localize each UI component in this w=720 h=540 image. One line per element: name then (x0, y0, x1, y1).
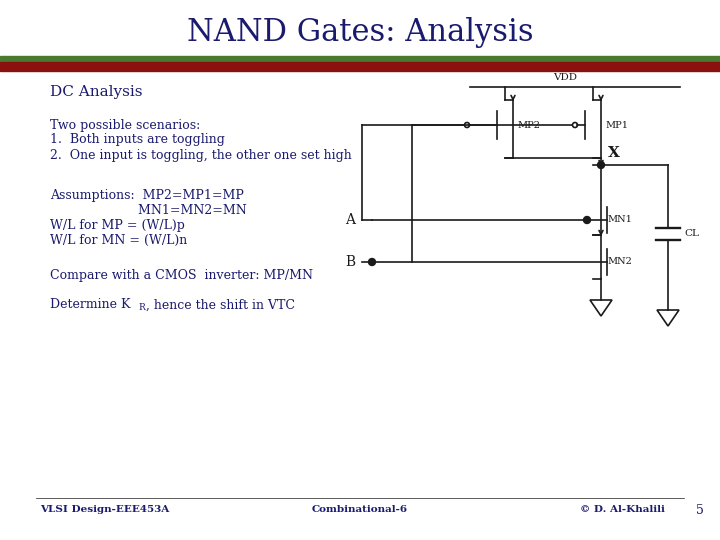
Text: R: R (138, 303, 145, 313)
Text: MP1: MP1 (605, 120, 628, 130)
Text: MP2: MP2 (517, 120, 540, 130)
Text: Assumptions:  MP2=MP1=MP: Assumptions: MP2=MP1=MP (50, 188, 244, 201)
Circle shape (598, 161, 605, 168)
Circle shape (369, 259, 376, 266)
Circle shape (583, 217, 590, 224)
Text: B: B (345, 255, 355, 269)
Text: DC Analysis: DC Analysis (50, 85, 143, 99)
Text: 1.  Both inputs are toggling: 1. Both inputs are toggling (50, 133, 225, 146)
Bar (0, 62, 720, 71)
Bar (0, 56, 720, 62)
Text: © D. Al-Khalili: © D. Al-Khalili (580, 505, 665, 515)
Text: Two possible scenarios:: Two possible scenarios: (50, 118, 200, 132)
Text: MN2: MN2 (607, 258, 632, 267)
Text: , hence the shift in VTC: , hence the shift in VTC (146, 299, 295, 312)
Text: 2.  One input is toggling, the other one set high: 2. One input is toggling, the other one … (50, 148, 352, 161)
Text: X: X (608, 146, 620, 160)
Text: VLSI Design-EEE453A: VLSI Design-EEE453A (40, 505, 169, 515)
Text: W/L for MP = (W/L)p: W/L for MP = (W/L)p (50, 219, 185, 232)
Text: A: A (345, 213, 355, 227)
Text: Determine K: Determine K (50, 299, 130, 312)
Text: MN1=MN2=MN: MN1=MN2=MN (50, 204, 247, 217)
Text: Combinational-6: Combinational-6 (312, 505, 408, 515)
Text: CL: CL (684, 230, 699, 239)
Text: VDD: VDD (553, 73, 577, 82)
Text: MN1: MN1 (607, 215, 632, 225)
Text: NAND Gates: Analysis: NAND Gates: Analysis (186, 17, 534, 48)
Text: 5: 5 (696, 503, 704, 516)
Text: W/L for MN = (W/L)n: W/L for MN = (W/L)n (50, 233, 187, 246)
Text: Compare with a CMOS  inverter: MP/MN: Compare with a CMOS inverter: MP/MN (50, 268, 313, 281)
